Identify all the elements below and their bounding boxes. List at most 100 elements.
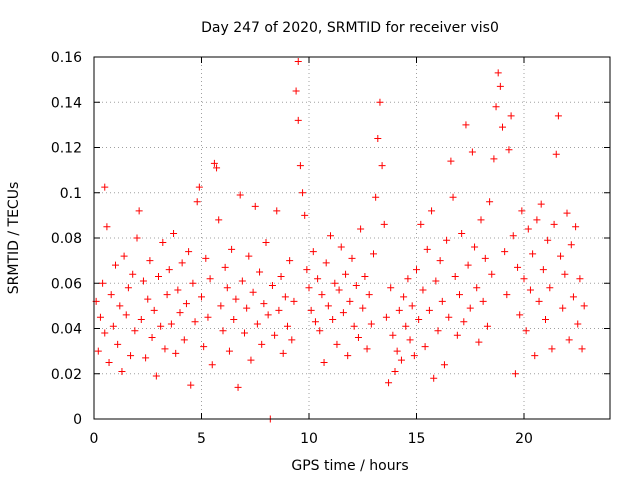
data-point (518, 207, 526, 215)
data-point (572, 223, 580, 231)
data-point (150, 306, 158, 314)
data-point (228, 245, 236, 253)
data-point (361, 272, 369, 280)
data-point (176, 309, 184, 317)
data-point (569, 293, 577, 301)
data-point (286, 257, 294, 265)
data-point (490, 155, 498, 163)
data-point (210, 159, 218, 167)
data-point (301, 211, 309, 219)
data-point (481, 254, 489, 262)
data-point (488, 270, 496, 278)
data-point (232, 295, 240, 303)
data-point (423, 245, 431, 253)
data-point (410, 352, 418, 360)
x-tick-label: 10 (300, 431, 318, 447)
data-point (507, 112, 515, 120)
data-point (535, 297, 543, 305)
data-point (408, 302, 416, 310)
data-point (318, 291, 326, 299)
data-point (294, 116, 302, 124)
data-point (277, 272, 285, 280)
data-point (533, 216, 541, 224)
data-point (522, 327, 530, 335)
data-point (320, 358, 328, 366)
data-point (367, 320, 375, 328)
y-tick-label: 0.06 (51, 276, 82, 292)
data-point (544, 236, 552, 244)
data-point (505, 146, 513, 154)
data-point (542, 315, 549, 323)
data-point (135, 207, 143, 215)
data-point (118, 367, 126, 375)
data-point (520, 275, 528, 283)
data-point (131, 327, 139, 335)
data-point (539, 266, 547, 274)
y-tick-label: 0 (73, 412, 82, 428)
data-point (434, 327, 442, 335)
data-point (109, 322, 117, 330)
data-point (400, 293, 408, 301)
data-point (294, 58, 302, 66)
data-point (275, 306, 283, 314)
data-point (167, 320, 175, 328)
data-point (554, 112, 562, 120)
data-point (249, 288, 257, 296)
data-point (152, 372, 160, 380)
data-point (172, 349, 180, 357)
data-point (124, 284, 132, 292)
data-point (165, 266, 173, 274)
data-point (174, 286, 182, 294)
data-point (370, 250, 377, 258)
data-point (447, 157, 455, 165)
data-point (284, 322, 291, 330)
data-point (342, 270, 350, 278)
data-point (443, 236, 451, 244)
data-point (251, 202, 259, 210)
data-point (503, 291, 511, 299)
data-point (449, 193, 457, 201)
data-point (486, 198, 494, 206)
data-point (236, 191, 244, 199)
data-point (402, 322, 410, 330)
data-point (350, 322, 358, 330)
data-point (548, 345, 556, 353)
data-point (327, 232, 334, 240)
data-point (120, 252, 128, 260)
data-point (94, 347, 102, 355)
data-point (453, 331, 461, 339)
data-point (101, 183, 109, 191)
data-point (363, 345, 371, 353)
data-point (331, 279, 339, 287)
data-point (563, 209, 571, 217)
data-point (567, 241, 575, 249)
data-point (122, 311, 130, 319)
data-point (322, 259, 330, 267)
y-tick-label: 0.08 (51, 231, 82, 247)
data-point (127, 352, 135, 360)
data-point (281, 293, 289, 301)
y-tick-label: 0.02 (51, 367, 82, 383)
data-point (389, 331, 397, 339)
data-point (415, 315, 423, 323)
data-point (425, 306, 433, 314)
data-point (146, 257, 154, 265)
data-point (107, 291, 115, 299)
data-point (335, 286, 343, 294)
y-tick-label: 0.14 (51, 95, 82, 111)
data-point (309, 248, 317, 256)
data-point (380, 220, 388, 228)
data-point (262, 239, 270, 247)
data-point (159, 239, 167, 247)
data-point (148, 334, 156, 342)
data-point (155, 272, 162, 280)
data-point (524, 225, 532, 233)
data-point (346, 297, 354, 305)
y-tick-label: 0.1 (60, 186, 82, 202)
data-point (561, 270, 569, 278)
data-point (552, 150, 560, 158)
data-point (391, 367, 399, 375)
x-axis-label: GPS time / hours (291, 458, 408, 474)
data-point (180, 336, 188, 344)
